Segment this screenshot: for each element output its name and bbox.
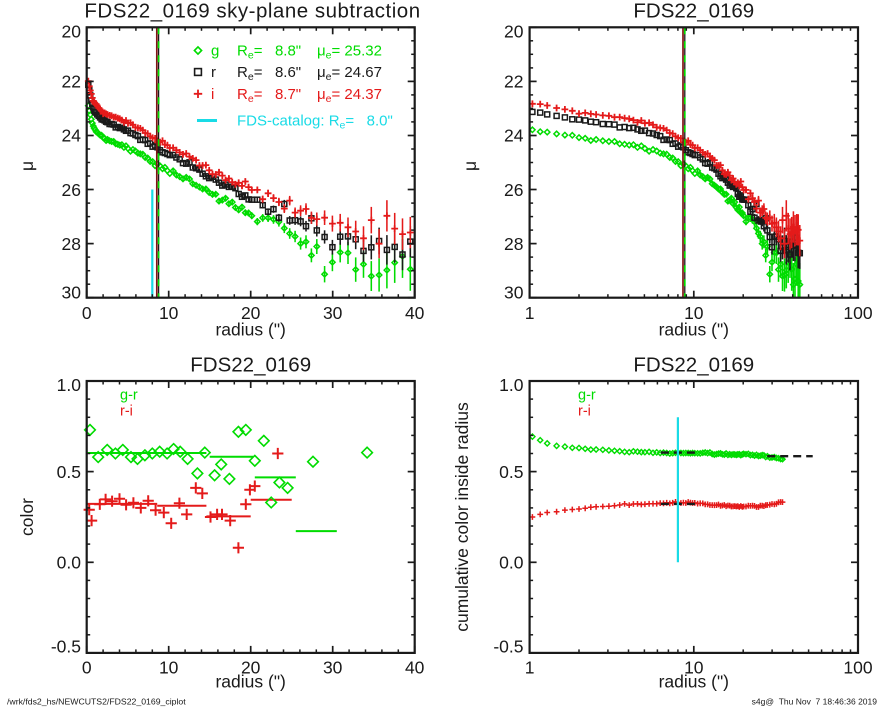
svg-text:radius ("): radius (")	[215, 320, 285, 340]
svg-text:μ: μ	[460, 161, 480, 171]
svg-text:1: 1	[525, 303, 535, 323]
svg-text:20: 20	[241, 658, 261, 678]
svg-text:-0.5: -0.5	[51, 637, 81, 657]
svg-text:0.5: 0.5	[57, 462, 81, 482]
svg-text:22: 22	[504, 72, 523, 92]
svg-text:22: 22	[62, 72, 81, 92]
svg-text:s4g@ Thu Nov 7 18:46:36 2019: s4g@ Thu Nov 7 18:46:36 2019	[752, 697, 878, 707]
svg-text:30: 30	[62, 283, 82, 303]
svg-text:r-i: r-i	[120, 404, 133, 420]
svg-text:radius ("): radius (")	[659, 672, 729, 692]
svg-text:Re= 8.6": Re= 8.6"	[237, 64, 301, 83]
svg-text:i: i	[211, 86, 214, 103]
svg-text:24: 24	[62, 126, 82, 146]
svg-text:Re= 8.8": Re= 8.8"	[237, 43, 301, 62]
svg-text:g: g	[211, 43, 219, 60]
svg-text:FDS22_0169: FDS22_0169	[633, 0, 754, 23]
svg-text:100: 100	[843, 658, 872, 678]
svg-text:r-i: r-i	[578, 404, 591, 420]
svg-text:-0.5: -0.5	[493, 637, 523, 657]
svg-text:g-r: g-r	[120, 388, 138, 404]
svg-text:FDS-catalog: Re= 8.0": FDS-catalog: Re= 8.0"	[237, 113, 393, 132]
svg-text:radius ("): radius (")	[659, 320, 729, 340]
svg-text:40: 40	[405, 658, 425, 678]
svg-text:color: color	[17, 498, 37, 536]
svg-text:28: 28	[504, 234, 523, 254]
svg-text:μe= 25.32: μe= 25.32	[317, 43, 382, 62]
svg-text:0.0: 0.0	[57, 553, 82, 573]
svg-text:0.0: 0.0	[499, 553, 524, 573]
svg-text:24: 24	[504, 126, 524, 146]
svg-text:g-r: g-r	[578, 388, 596, 404]
svg-text:40: 40	[405, 303, 425, 323]
svg-text:28: 28	[62, 234, 81, 254]
svg-text:26: 26	[504, 180, 523, 200]
svg-text:0: 0	[82, 658, 92, 678]
svg-text:1.0: 1.0	[57, 375, 82, 395]
svg-text:FDS22_0169: FDS22_0169	[190, 354, 311, 377]
svg-text:0.5: 0.5	[499, 462, 523, 482]
svg-text:10: 10	[159, 303, 179, 323]
svg-text:μe= 24.37: μe= 24.37	[317, 86, 382, 105]
svg-text:1: 1	[525, 658, 535, 678]
svg-text:r: r	[211, 64, 216, 81]
svg-text:10: 10	[159, 658, 179, 678]
svg-text:20: 20	[241, 303, 261, 323]
svg-text:20: 20	[62, 22, 82, 42]
svg-text:30: 30	[323, 303, 343, 323]
svg-text:100: 100	[843, 303, 872, 323]
svg-text:30: 30	[323, 658, 343, 678]
svg-text:Re= 8.7": Re= 8.7"	[237, 86, 301, 105]
svg-text:cumulative color inside radius: cumulative color inside radius	[452, 402, 472, 632]
svg-text:radius ("): radius (")	[215, 672, 285, 692]
svg-text:μ: μ	[17, 161, 37, 171]
svg-text:FDS22_0169 sky-plane subtracti: FDS22_0169 sky-plane subtraction	[84, 0, 420, 23]
svg-text:0: 0	[82, 303, 92, 323]
svg-text:1.0: 1.0	[499, 375, 524, 395]
svg-text:10: 10	[684, 303, 704, 323]
svg-text:FDS22_0169: FDS22_0169	[633, 354, 754, 377]
svg-text:30: 30	[504, 283, 524, 303]
svg-text:26: 26	[62, 180, 81, 200]
svg-text:μe= 24.67: μe= 24.67	[317, 64, 382, 83]
svg-text:10: 10	[684, 658, 704, 678]
svg-text:20: 20	[504, 22, 524, 42]
svg-text:/wrk/fds2_hs/NEWCUTS2/FDS22_01: /wrk/fds2_hs/NEWCUTS2/FDS22_0169_ciplot	[7, 697, 186, 707]
